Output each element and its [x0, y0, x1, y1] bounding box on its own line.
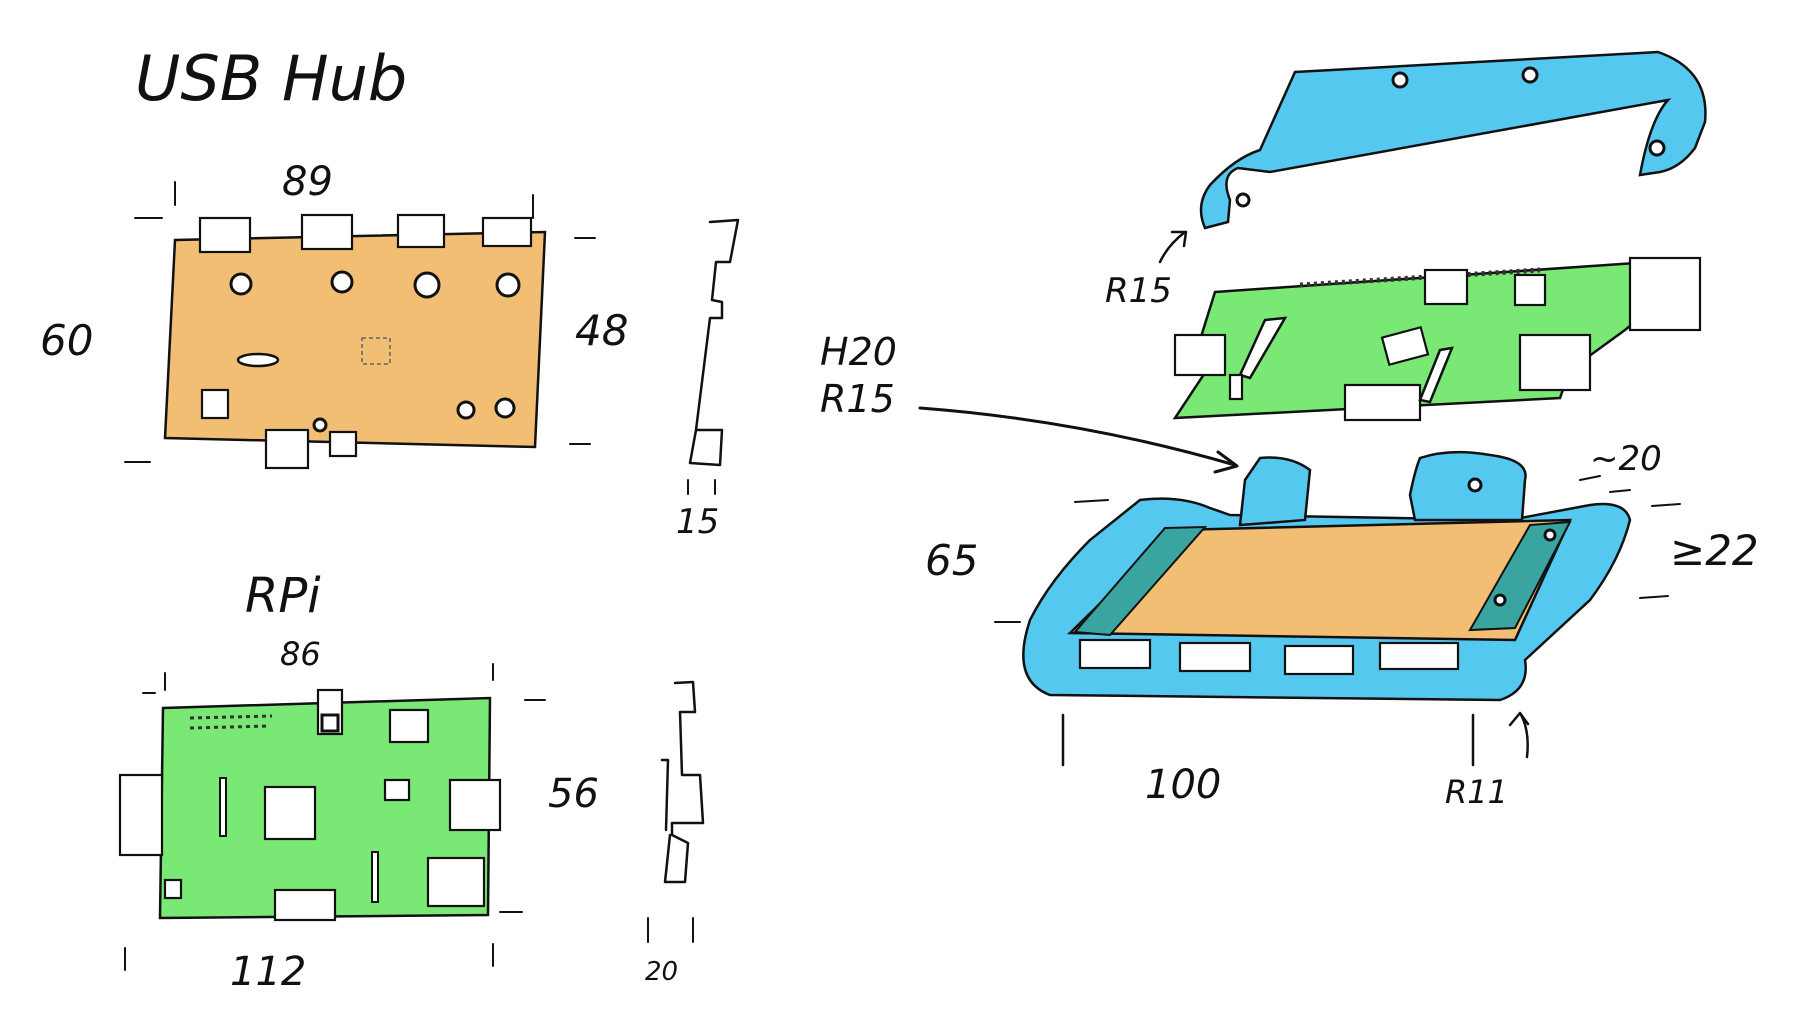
usb-hub-bottom-hole [312, 417, 328, 433]
top-cover-radius-arrow [1158, 230, 1188, 264]
assembly-usb-port-3 [1283, 644, 1355, 676]
assembly-gap-label: ~20 [1590, 439, 1662, 479]
rpi-gpio-header [189, 714, 273, 730]
usb-hub-hole-1 [229, 272, 253, 296]
assembly-dash-3 [1651, 503, 1681, 507]
usb-hub-port-1 [198, 216, 252, 254]
post-label-line2: R15 [820, 377, 895, 421]
usb-hub-port-3 [396, 213, 446, 249]
rpi-width-label: 112 [230, 949, 306, 995]
rpi-thickness-label: 20 [645, 957, 678, 987]
usb-hub-bottom-port-1 [264, 428, 310, 470]
assembly-rpi-port-1 [1423, 268, 1469, 306]
usb-hub-port-2 [300, 213, 354, 251]
assembly-radius-arrow [1508, 711, 1530, 759]
rpi-cpu [263, 785, 317, 841]
assembly-rpi-small-part [1228, 373, 1244, 401]
usb-hub-oval-component [236, 352, 280, 368]
rpi-small-chip [383, 778, 411, 802]
assembly-usb-port-1 [1078, 638, 1152, 670]
assembly-bracket-hole-1 [1543, 528, 1557, 542]
rpi-title: RPi [245, 568, 321, 624]
assembly-rpi-hdmi [1343, 383, 1422, 422]
usb-hub-small-component [200, 388, 230, 420]
usb-hub-height-label: 60 [40, 316, 93, 365]
assembly-post-left [1238, 456, 1312, 527]
assembly-rpi-slot-1 [1238, 316, 1288, 380]
top-cover-hole-4 [1235, 192, 1251, 208]
rpi-ethernet-port [448, 778, 502, 832]
assembly-rpi-chip [1380, 325, 1430, 367]
rpi-ribbon-slot-2 [371, 851, 379, 903]
assembly-bottom-radius-label: R11 [1445, 773, 1508, 811]
rpi-group: RPi 86 56 20 112 [118, 568, 705, 995]
usb-hub-port-4 [481, 216, 533, 248]
assembly-usb-port-4 [1378, 641, 1460, 671]
rpi-usb-port-bottom [426, 856, 486, 908]
usb-hub-hole-5 [456, 400, 476, 420]
usb-hub-inner-height-label: 48 [575, 306, 628, 355]
assembly-height-label: ≥22 [1670, 526, 1759, 575]
usb-hub-title: USB Hub [135, 42, 407, 115]
usb-hub-side-view [688, 218, 740, 467]
assembly-group: R15 H20 R15 [820, 50, 1759, 811]
usb-hub-hole-2 [330, 270, 354, 294]
assembly-dash-4 [1639, 595, 1669, 599]
rpi-ribbon-slot-1 [219, 777, 227, 837]
rpi-top-connector-inner [320, 713, 340, 733]
rpi-bottom-port [273, 888, 337, 922]
assembly-rpi-port-2 [1513, 273, 1547, 307]
usb-hub-width-label: 89 [282, 159, 333, 205]
assembly-post-hole [1467, 477, 1483, 493]
usb-hub-hole-4 [495, 272, 521, 298]
rpi-height-label: 56 [548, 771, 599, 817]
usb-hub-hole-6 [494, 397, 516, 419]
post-label-line1: H20 [820, 330, 897, 374]
rpi-side-view [660, 680, 705, 884]
top-cover-hole-3 [1648, 139, 1666, 157]
assembly-rpi-slot-2 [1418, 346, 1455, 404]
top-cover-hole-1 [1391, 71, 1409, 89]
rpi-corner-part [163, 878, 183, 900]
assembly-rpi-gpio [1299, 267, 1541, 288]
assembly-rpi-usb [1518, 333, 1592, 392]
top-cover-radius-label: R15 [1105, 271, 1172, 311]
usb-hub-thickness-label: 15 [676, 502, 719, 542]
assembly-dash-6 [1609, 489, 1631, 493]
usb-hub-group: USB Hub 89 60 48 [40, 42, 740, 542]
assembly-left-bracket [1072, 525, 1208, 637]
assembly-dash-1 [1074, 499, 1109, 503]
rpi-left-port [118, 773, 164, 857]
assembly-rpi-left-port [1173, 333, 1227, 377]
assembly-length-label: 100 [1145, 762, 1221, 808]
usb-hub-hole-3 [413, 271, 441, 299]
usb-hub-chip [361, 337, 391, 365]
assembly-usb-port-2 [1178, 641, 1252, 673]
rpi-top-label: 86 [280, 635, 321, 673]
assembly-dash-5 [1579, 475, 1601, 481]
assembly-bracket-hole-2 [1493, 593, 1507, 607]
rpi-usb-port-top [388, 708, 430, 744]
assembly-depth-label: 65 [925, 536, 978, 585]
usb-hub-bottom-port-2 [328, 430, 358, 458]
assembly-rpi-port-3 [1628, 256, 1702, 332]
top-cover [1199, 50, 1707, 230]
top-cover-hole-2 [1521, 66, 1539, 84]
post-arrow [918, 406, 1239, 474]
